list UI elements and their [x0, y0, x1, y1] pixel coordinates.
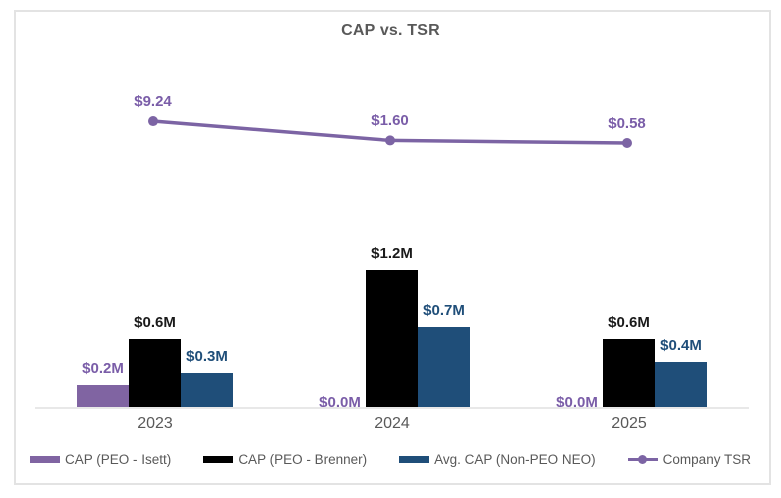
bar: [418, 327, 470, 408]
bar: [129, 339, 181, 408]
x-axis-line: [35, 407, 749, 409]
bar-value-label: $0.6M: [608, 314, 650, 331]
legend-swatch: [30, 456, 61, 463]
bar: [366, 270, 418, 408]
bar-value-label: $0.7M: [423, 302, 465, 319]
bar: [77, 385, 129, 408]
bar-value-label: $0.4M: [660, 337, 702, 354]
legend-swatch: [399, 456, 430, 463]
legend-label: Avg. CAP (Non-PEO NEO): [434, 452, 596, 467]
bar-value-label: $0.2M: [82, 360, 124, 377]
bar: [603, 339, 655, 408]
category-label-2023: 2023: [137, 415, 173, 432]
legend: CAP (PEO - Isett) CAP (PEO - Brenner) Avg.…: [0, 452, 781, 467]
legend-item: CAP (PEO - Brenner): [203, 452, 367, 467]
bar-value-label: $1.2M: [371, 245, 413, 262]
bar: [181, 373, 233, 408]
tsr-value-label: $9.24: [134, 93, 172, 111]
bar-value-label: $0.6M: [134, 314, 176, 331]
legend-label: CAP (PEO - Brenner): [238, 452, 368, 467]
bar-value-label: $0.3M: [186, 348, 228, 365]
bar-value-label: $0.0M: [556, 394, 598, 411]
tsr-value-label: $1.60: [371, 112, 409, 130]
chart-title: CAP vs. TSR: [341, 22, 440, 39]
category-label-2025: 2025: [611, 415, 647, 432]
legend-label: CAP (PEO - Isett): [65, 452, 172, 467]
legend-item: Company TSR: [627, 452, 751, 467]
category-label-2024: 2024: [374, 415, 410, 432]
legend-item: CAP (PEO - Isett): [30, 452, 171, 467]
legend-label: Company TSR: [662, 452, 751, 467]
legend-swatch: [203, 456, 234, 463]
bar-value-label: $0.0M: [319, 394, 361, 411]
legend-line-marker: [627, 455, 658, 464]
tsr-value-label: $0.58: [608, 115, 646, 133]
legend-item: Avg. CAP (Non-PEO NEO): [399, 452, 596, 467]
legend-dot-part: [637, 455, 647, 464]
bar: [655, 362, 707, 408]
